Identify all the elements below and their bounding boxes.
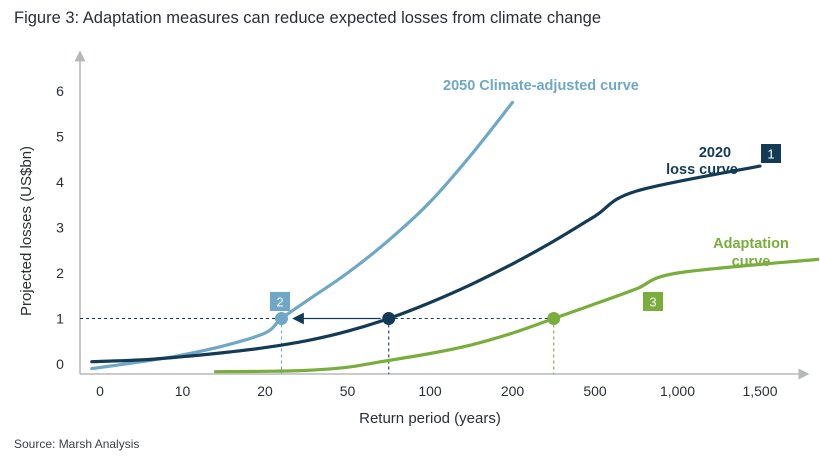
series-label: 2050 Climate-adjusted curve [443, 78, 639, 94]
badge-box [270, 292, 290, 311]
y-tick-label: 6 [56, 83, 64, 99]
chart: 0 1 2 3 4 5 6 0 10 20 50 100 200 500 1,000 1,500 Return … [18, 50, 820, 427]
series-label: curve [732, 254, 771, 270]
series-line [213, 257, 820, 374]
badge-box [761, 144, 781, 163]
badge-number: 3 [649, 295, 656, 310]
figure-title: Figure 3: Adaptation measures can reduce… [14, 9, 601, 27]
x-tick-label: 20 [257, 383, 273, 399]
series-label: 2020 [699, 145, 731, 161]
data-point [382, 312, 396, 325]
badge-number: 1 [767, 147, 774, 162]
series-line [90, 100, 515, 371]
data-point [275, 312, 288, 325]
x-tick-label: 10 [175, 383, 191, 399]
y-tick-label: 3 [56, 220, 64, 236]
badge-number: 2 [276, 295, 283, 310]
data-point [547, 312, 561, 325]
source-note: Source: Marsh Analysis [14, 437, 140, 451]
x-tick-label: 100 [418, 383, 442, 399]
y-tick-label: 5 [56, 129, 64, 145]
x-axis-title: Return period (years) [359, 410, 501, 427]
y-axis-title: Projected losses (US$bn) [18, 146, 35, 316]
x-tick-label: 1,000 [660, 383, 695, 399]
x-tick-label: 0 [96, 383, 104, 399]
x-tick-label: 200 [501, 383, 525, 399]
y-tick-label: 0 [56, 356, 64, 372]
series-label: Adaptation [713, 236, 789, 252]
x-tick-label: 50 [340, 383, 356, 399]
series-line [90, 164, 762, 364]
x-tick-label: 500 [583, 383, 607, 399]
x-tick-label: 1,500 [742, 383, 777, 399]
y-tick-label: 1 [56, 311, 64, 327]
y-tick-label: 2 [56, 265, 64, 281]
badge-box [643, 292, 663, 311]
series-label: loss curve [666, 162, 738, 178]
y-tick-label: 4 [56, 174, 64, 190]
